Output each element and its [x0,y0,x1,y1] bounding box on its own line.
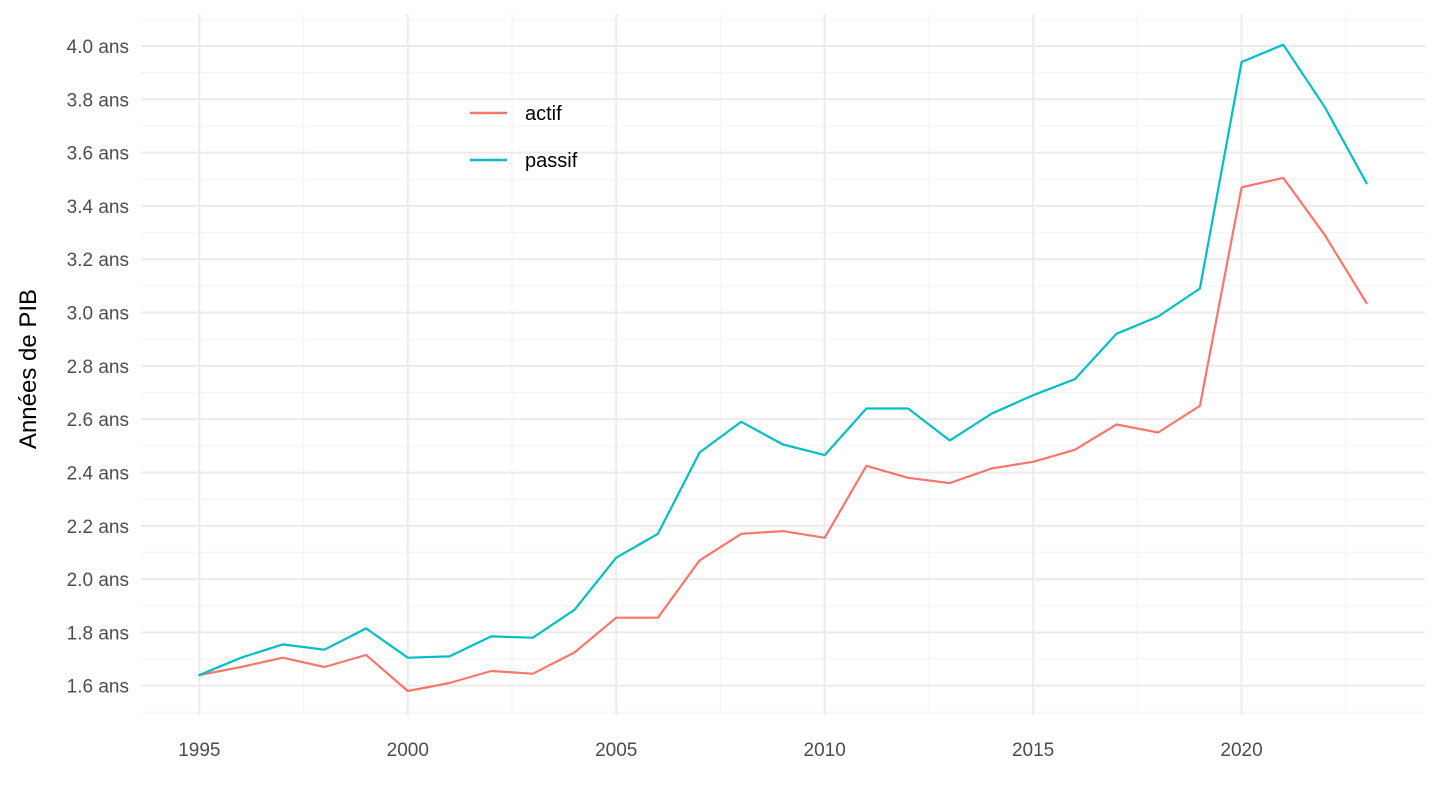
y-tick-label: 4.0 ans [67,37,129,58]
y-axis-tick-labels: 1.6 ans 1.8 ans 2.0 ans 2.2 ans 2.4 ans 2.6 a… [67,37,129,698]
x-tick-label: 2015 [1012,740,1054,761]
x-tick-label: 2005 [595,740,637,761]
y-tick-label: 2.0 ans [67,570,129,591]
x-tick-label: 2010 [804,740,846,761]
minor-gridlines [141,14,1425,715]
y-tick-label: 3.8 ans [67,90,129,111]
y-tick-label: 3.2 ans [67,250,129,271]
series-lines [198,43,1368,693]
y-tick-label: 3.6 ans [67,144,129,165]
x-axis-tick-labels: 1995 2000 2005 2010 2015 2020 [178,740,1262,761]
legend: actif passif [470,103,578,172]
x-tick-label: 1995 [178,740,220,761]
y-tick-label: 2.8 ans [67,357,129,378]
legend-label-actif: actif [525,103,562,125]
x-tick-label: 2020 [1220,740,1262,761]
y-tick-label: 2.2 ans [67,517,129,538]
y-tick-label: 3.0 ans [67,304,129,325]
x-tick-label: 2000 [387,740,429,761]
major-gridlines [141,14,1425,715]
series-line-actif [198,176,1368,693]
y-axis-title: Années de PIB [15,289,42,449]
y-tick-label: 1.8 ans [67,623,129,644]
y-tick-label: 3.4 ans [67,197,129,218]
y-tick-label: 2.6 ans [67,410,129,431]
y-tick-label: 1.6 ans [67,677,129,698]
legend-label-passif: passif [525,150,578,172]
series-line-passif [198,43,1368,677]
y-tick-label: 2.4 ans [67,463,129,484]
